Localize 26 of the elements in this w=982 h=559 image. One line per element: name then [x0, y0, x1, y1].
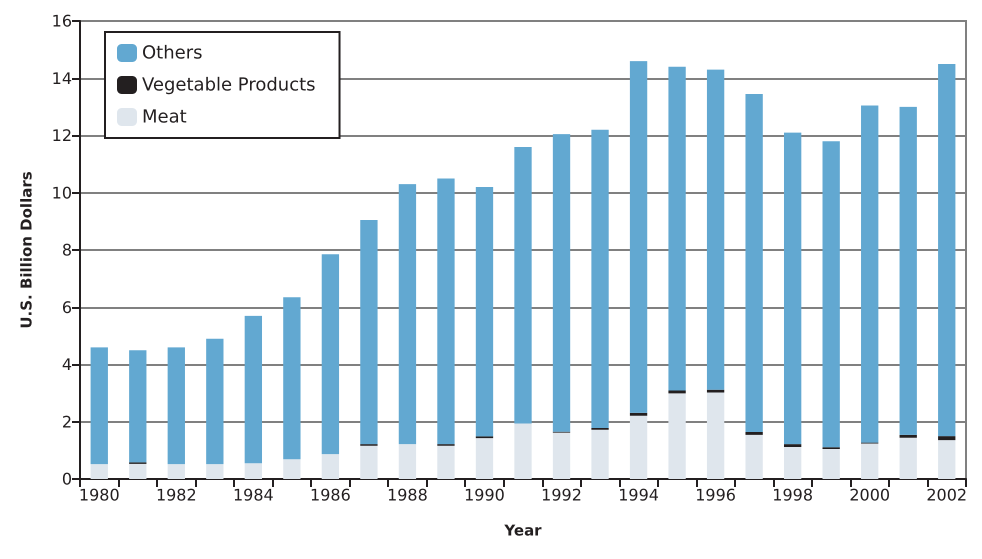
x-tick-label: 1980: [78, 486, 120, 504]
y-tick-label: 2: [62, 412, 72, 432]
y-axis-title: U.S. Billion Dollars: [18, 171, 36, 329]
x-axis-title: Year: [503, 522, 542, 540]
legend-label: Others: [142, 42, 202, 64]
x-tick-label: 1984: [232, 486, 274, 504]
y-tick-label: 8: [62, 240, 72, 260]
x-tick-label: 1982: [156, 486, 197, 504]
x-tick-label: 1992: [541, 486, 582, 504]
legend-label: Meat: [142, 106, 187, 128]
x-tick-label: 1996: [695, 486, 736, 504]
y-tick-label: 12: [52, 126, 72, 145]
y-tick-label: 0: [62, 470, 72, 488]
x-tick-label: 2000: [849, 486, 890, 504]
x-tick-label: 1998: [772, 486, 814, 504]
x-tick-label: 2002: [926, 486, 968, 504]
y-tick-label: 6: [62, 298, 72, 317]
x-tick-label: 1994: [618, 486, 659, 504]
y-tick-label: 4: [62, 355, 72, 374]
x-tick-label: 1990: [464, 486, 505, 504]
x-tick-label: 1988: [387, 486, 428, 504]
y-tick-label: 14: [52, 68, 72, 88]
x-tick-label: 1986: [310, 486, 351, 504]
y-tick-label: 16: [52, 12, 72, 30]
legend-label: Vegetable Products: [142, 74, 316, 96]
y-tick-label: 10: [52, 183, 72, 202]
